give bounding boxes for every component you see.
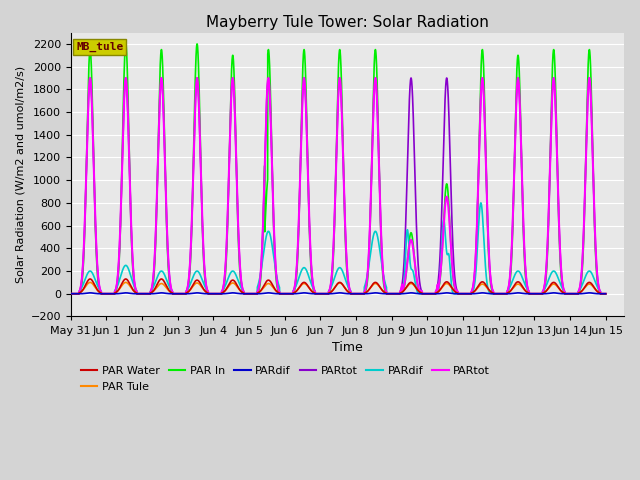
Title: Mayberry Tule Tower: Solar Radiation: Mayberry Tule Tower: Solar Radiation xyxy=(205,15,488,30)
X-axis label: Time: Time xyxy=(332,341,362,354)
Text: MB_tule: MB_tule xyxy=(76,42,124,52)
Y-axis label: Solar Radiation (W/m2 and umol/m2/s): Solar Radiation (W/m2 and umol/m2/s) xyxy=(15,66,25,283)
Legend: PAR Water, PAR Tule, PAR In, PARdif, PARtot, PARdif, PARtot: PAR Water, PAR Tule, PAR In, PARdif, PAR… xyxy=(76,361,495,396)
